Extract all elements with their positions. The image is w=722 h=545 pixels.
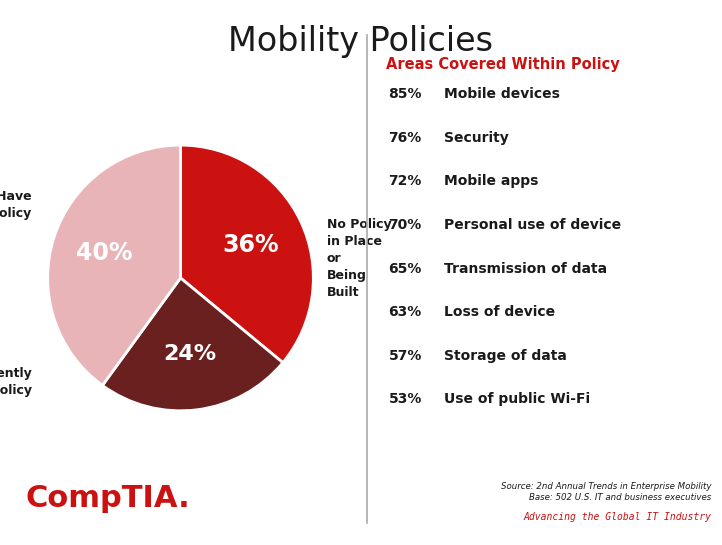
Text: 36%: 36% [222, 233, 279, 257]
Wedge shape [48, 145, 180, 385]
Text: Storage of data: Storage of data [444, 349, 567, 363]
Text: 70%: 70% [388, 218, 422, 232]
Text: 72%: 72% [388, 174, 422, 189]
Text: 63%: 63% [388, 305, 422, 319]
Text: 53%: 53% [388, 392, 422, 407]
Text: 76%: 76% [388, 131, 422, 145]
Text: 65%: 65% [388, 262, 422, 276]
Text: 24%: 24% [164, 344, 217, 365]
Text: Currently Have
a Policy: Currently Have a Policy [0, 190, 32, 220]
Text: Source: 2nd Annual Trends in Enterprise Mobility
Base: 502 U.S. IT and business : Source: 2nd Annual Trends in Enterprise … [500, 482, 711, 502]
Text: Personal use of device: Personal use of device [444, 218, 621, 232]
Text: Loss of device: Loss of device [444, 305, 555, 319]
Text: Areas Covered Within Policy: Areas Covered Within Policy [386, 57, 620, 72]
Text: 57%: 57% [388, 349, 422, 363]
Text: Mobile devices: Mobile devices [444, 87, 560, 101]
Text: Currently
Building a Policy: Currently Building a Policy [0, 367, 32, 397]
Text: Transmission of data: Transmission of data [444, 262, 607, 276]
Text: CompTIA.: CompTIA. [25, 485, 190, 513]
Wedge shape [103, 278, 283, 411]
Text: Use of public Wi-Fi: Use of public Wi-Fi [444, 392, 590, 407]
Text: 40%: 40% [77, 241, 133, 265]
Text: 85%: 85% [388, 87, 422, 101]
Wedge shape [180, 145, 313, 362]
Text: No Policy
in Place
or
Being
Built: No Policy in Place or Being Built [326, 217, 391, 299]
Text: Security: Security [444, 131, 509, 145]
Text: Mobility Policies: Mobility Policies [228, 25, 494, 58]
Text: Advancing the Global IT Industry: Advancing the Global IT Industry [523, 512, 711, 522]
Text: Mobile apps: Mobile apps [444, 174, 539, 189]
